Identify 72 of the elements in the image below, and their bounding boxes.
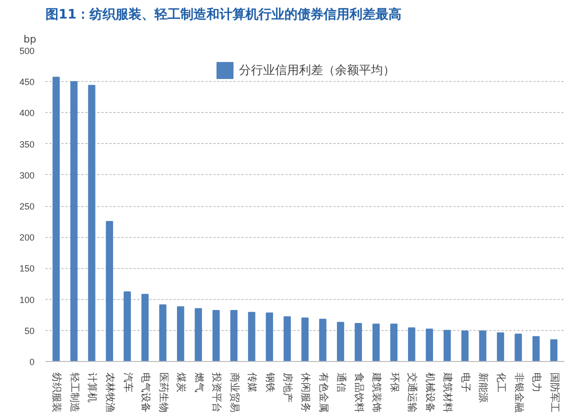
x-tick-label: 电气设备	[140, 372, 152, 412]
x-tick-label: 建筑装饰	[370, 372, 383, 412]
bar	[284, 316, 291, 362]
x-tick-label: 环保	[388, 372, 400, 392]
bar	[479, 330, 486, 362]
bar	[70, 81, 78, 362]
x-tick-label: 投资平台	[210, 372, 223, 412]
x-tick-label: 钢铁	[264, 372, 276, 392]
bar	[248, 312, 256, 362]
x-tick-label: 农林牧渔	[104, 372, 116, 412]
bar	[514, 334, 522, 362]
bar	[212, 310, 220, 362]
bar	[319, 318, 326, 362]
bar	[426, 328, 434, 362]
bar	[141, 294, 149, 362]
bar	[230, 310, 238, 362]
y-tick-label: 150	[19, 264, 35, 274]
y-tick-label: 50	[24, 326, 35, 336]
bar	[444, 330, 451, 362]
x-tick-label: 休闲服务	[300, 372, 312, 412]
x-tick-label: 交通运输	[406, 372, 418, 412]
y-tick-label: 200	[19, 232, 35, 243]
x-tick-label: 轻工制造	[68, 372, 80, 412]
x-tick-label: 商业贸易	[228, 372, 240, 412]
bar	[301, 317, 309, 362]
x-tick-label: 食品饮料	[352, 372, 365, 412]
y-tick-label: 250	[19, 202, 35, 212]
x-tick-label: 通信	[335, 372, 348, 392]
bar	[106, 221, 114, 362]
bar	[372, 324, 380, 362]
y-axis-title: bp	[24, 34, 36, 46]
x-tick-label: 医药生物	[157, 372, 170, 412]
bar	[124, 291, 131, 362]
y-tick-label: 350	[19, 139, 35, 150]
x-tick-label: 建筑材料	[442, 372, 454, 412]
x-tick-label: 燃气	[192, 372, 205, 392]
bar	[408, 327, 416, 362]
bar	[266, 312, 274, 362]
bar	[52, 76, 60, 362]
bar	[461, 330, 469, 362]
bar	[354, 323, 362, 362]
bar	[532, 336, 540, 362]
x-tick-label: 国防军工	[548, 372, 560, 412]
bar	[390, 324, 398, 362]
y-tick-label: 500	[19, 46, 35, 56]
y-tick-label: 400	[19, 108, 35, 118]
bar	[88, 84, 96, 362]
y-tick-label: 300	[19, 170, 35, 180]
y-tick-label: 100	[19, 294, 35, 305]
x-tick-label: 传媒	[246, 372, 258, 392]
x-tick-label: 纺织服装	[50, 372, 63, 412]
bar	[159, 304, 166, 362]
x-tick-label: 非银金融	[512, 372, 525, 412]
bar	[496, 332, 504, 362]
y-tick-label: 450	[19, 77, 35, 88]
x-tick-label: 有色金属	[317, 372, 330, 412]
bar	[550, 339, 558, 362]
x-tick-label: 机械设备	[424, 372, 436, 412]
bar	[194, 308, 202, 362]
y-tick-label: 0	[29, 357, 35, 367]
bar	[176, 306, 184, 362]
chart-title: 图11：纺织服装、轻工制造和计算机行业的债券信用利差最高	[46, 6, 402, 22]
x-tick-label: 煤炭	[175, 372, 188, 392]
x-tick-label: 新能源	[477, 372, 490, 402]
x-tick-label: 房地产	[282, 372, 294, 402]
x-tick-label: 电子	[459, 372, 472, 392]
x-tick-label: 汽车	[122, 372, 134, 392]
legend-label: 分行业信用利差（余额平均）	[239, 62, 395, 78]
x-tick-label: 电力	[530, 372, 543, 392]
x-tick-label: 计算机	[86, 372, 98, 402]
x-tick-label: 化工	[495, 372, 508, 392]
bar	[336, 322, 344, 362]
